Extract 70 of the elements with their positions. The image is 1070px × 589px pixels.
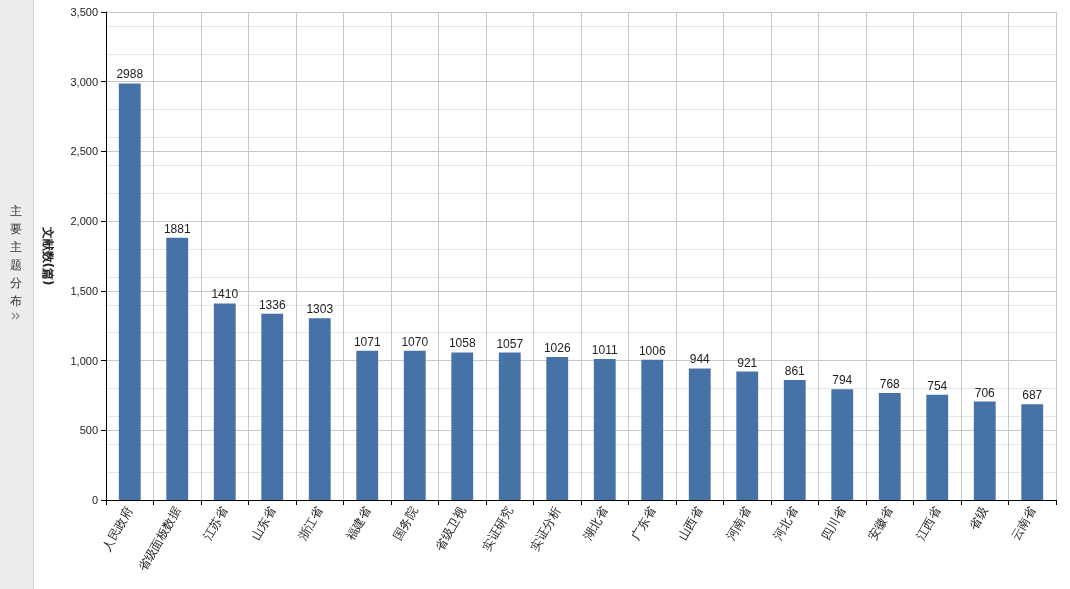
bar xyxy=(926,394,949,500)
data-label: 1410 xyxy=(211,287,239,302)
y-tick-label: 2,500 xyxy=(70,145,98,158)
x-tick-label: 省级 xyxy=(966,504,991,533)
bar xyxy=(831,389,854,500)
x-tick-label: 山西省 xyxy=(675,504,706,543)
x-tick-label: 河南省 xyxy=(723,504,754,543)
data-label: 754 xyxy=(927,378,948,393)
x-tick-label: 安徽省 xyxy=(865,504,896,543)
bar xyxy=(498,352,521,500)
x-tick-label: 省级面板数据 xyxy=(135,504,184,574)
x-tick-label: 江苏省 xyxy=(200,504,231,543)
y-tick-label: 1,500 xyxy=(70,284,98,297)
bar xyxy=(356,350,379,500)
data-label: 2988 xyxy=(116,67,144,82)
bar xyxy=(736,371,759,500)
text: 主要主题分布 xyxy=(9,203,23,310)
bar xyxy=(213,303,236,500)
bar xyxy=(878,392,901,500)
y-tick-label: 3,000 xyxy=(70,75,98,88)
bar xyxy=(261,313,284,500)
data-label: 1058 xyxy=(448,336,476,351)
bar xyxy=(593,359,616,500)
y-tick-label: 500 xyxy=(79,424,98,437)
x-tick-label: 山东省 xyxy=(248,504,279,543)
x-tick-label: 实证分析 xyxy=(527,504,564,554)
bar xyxy=(166,237,189,500)
x-tick-label: 国务院 xyxy=(390,504,421,543)
data-label: 921 xyxy=(737,355,758,370)
data-label: 1303 xyxy=(306,302,334,317)
bar xyxy=(973,401,996,500)
data-label: 706 xyxy=(974,385,996,400)
data-label: 944 xyxy=(689,352,711,367)
bar xyxy=(546,356,569,500)
x-tick-label: 云南省 xyxy=(1008,504,1039,543)
bar xyxy=(118,83,141,500)
x-tick-label: 河北省 xyxy=(770,504,801,543)
x-tick-label: 湖北省 xyxy=(580,504,611,543)
bar xyxy=(451,352,474,500)
x-tick-label: 福建省 xyxy=(343,504,374,543)
bar xyxy=(308,318,331,500)
x-tick-label: 实证研究 xyxy=(479,504,516,554)
x-tick-label: 广东省 xyxy=(628,504,659,543)
bar xyxy=(403,350,426,500)
data-label: 794 xyxy=(832,373,853,388)
data-label: 1336 xyxy=(258,297,286,312)
data-label: 861 xyxy=(784,363,806,378)
bar xyxy=(641,359,664,500)
data-label: 1070 xyxy=(401,334,429,349)
data-label: 1026 xyxy=(543,340,571,355)
x-tick-label: 省级卫视 xyxy=(432,504,469,554)
y-tick-label: 1,000 xyxy=(70,354,98,367)
bar xyxy=(1021,404,1044,500)
x-tick-label: 四川省 xyxy=(818,504,849,543)
y-axis-title: 文献数(篇) xyxy=(41,225,55,286)
y-tick-label: 2,000 xyxy=(70,215,98,228)
data-label: 1011 xyxy=(591,343,618,358)
y-tick-label: 3,500 xyxy=(70,6,98,18)
data-label: 687 xyxy=(1022,388,1043,403)
bar xyxy=(783,379,806,500)
data-label: 1881 xyxy=(163,221,191,236)
x-tick-label: 江西省 xyxy=(913,504,944,543)
y-tick-label: 0 xyxy=(91,494,98,506)
bar xyxy=(688,368,711,500)
data-label: 1006 xyxy=(638,343,666,358)
x-tick-label: 浙江省 xyxy=(295,504,326,543)
x-tick-label: 人民政府 xyxy=(99,504,136,554)
data-label: 768 xyxy=(879,376,901,391)
data-label: 1071 xyxy=(353,334,381,349)
data-label: 1057 xyxy=(496,336,524,351)
